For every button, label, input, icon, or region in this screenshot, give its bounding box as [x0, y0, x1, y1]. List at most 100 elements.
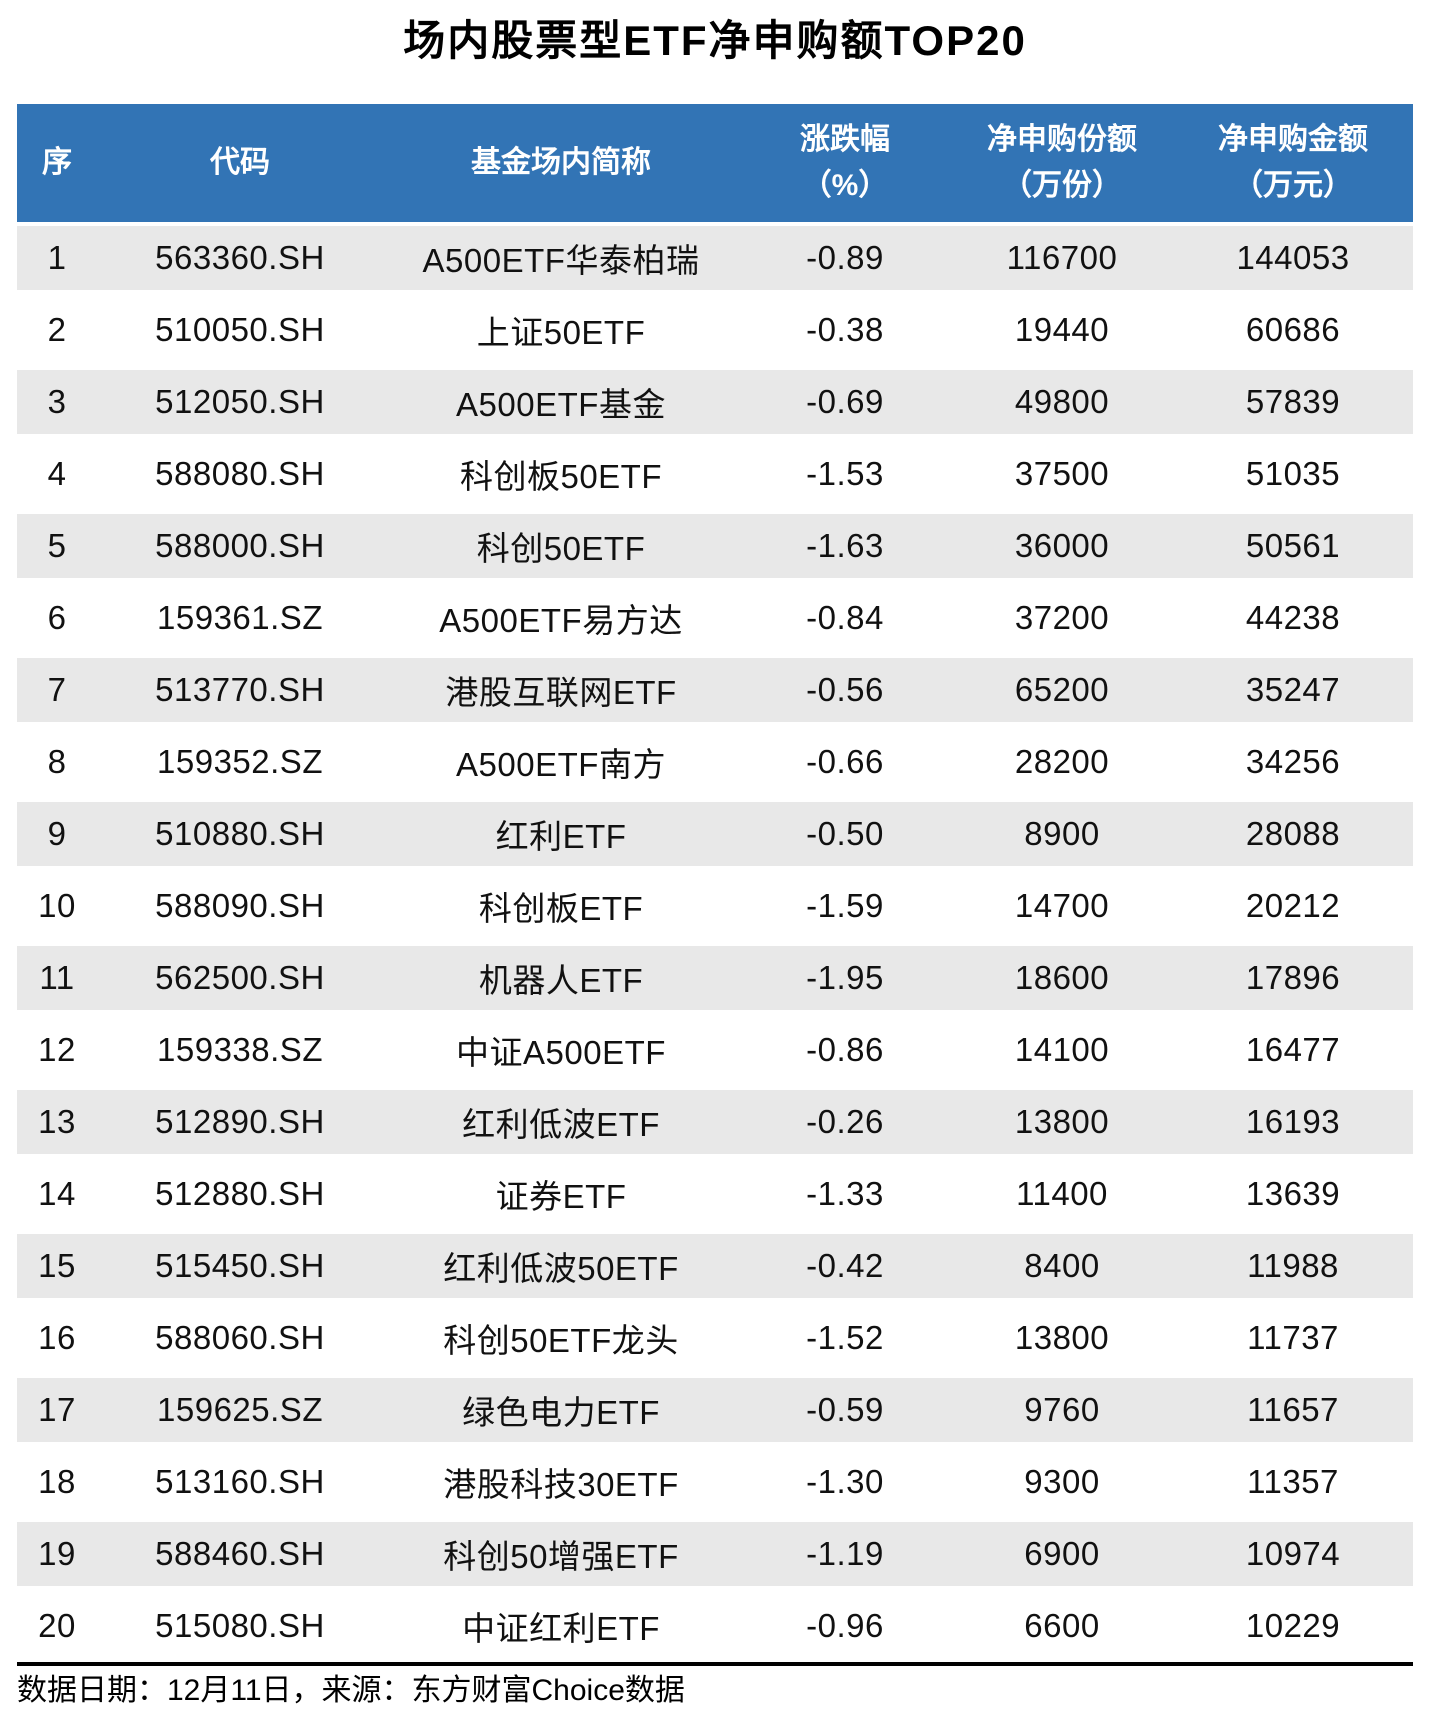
net-shares-cell: 8400: [1024, 1247, 1100, 1284]
fund-name-cell: 科创板ETF: [478, 890, 644, 927]
fund-name-cell: 科创50ETF: [476, 530, 646, 567]
net-amount-cell: 17896: [1245, 959, 1341, 996]
net-amount-cell: 11657: [1247, 1391, 1339, 1428]
fund-name-cell: 上证50ETF: [476, 314, 646, 351]
fund-name-cell: A500ETF易方达: [439, 602, 683, 639]
column-header-change: 涨跌幅 （%）: [800, 123, 890, 202]
fund-name-cell: A500ETF华泰柏瑞: [422, 242, 700, 279]
code-cell: 510880.SH: [155, 815, 325, 852]
net-shares-cell: 11400: [1016, 1175, 1108, 1212]
table-row: 10 588090.SH 科创板ETF -1.59 14700 20212: [17, 870, 1413, 942]
rank-cell: 10: [38, 887, 76, 924]
code-cell: 588060.SH: [155, 1319, 325, 1356]
rank-cell: 4: [47, 455, 67, 492]
net-amount-cell: 16477: [1245, 1031, 1341, 1068]
net-shares-cell: 13800: [1014, 1319, 1110, 1356]
net-shares-cell: 49800: [1014, 383, 1110, 420]
change-cell: -1.53: [806, 455, 884, 492]
net-shares-cell: 6900: [1024, 1535, 1100, 1572]
change-cell: -1.19: [806, 1535, 884, 1572]
fund-name-cell: 证券ETF: [495, 1178, 627, 1215]
column-header-code: 代码: [210, 146, 270, 179]
code-cell: 513770.SH: [155, 671, 325, 708]
net-amount-cell: 10974: [1245, 1535, 1341, 1572]
change-cell: -1.52: [806, 1319, 884, 1356]
column-header-rank: 序: [42, 146, 72, 179]
code-cell: 588090.SH: [155, 887, 325, 924]
rank-cell: 18: [38, 1463, 76, 1500]
change-cell: -0.69: [806, 383, 884, 420]
code-cell: 588460.SH: [155, 1535, 325, 1572]
code-cell: 562500.SH: [155, 959, 325, 996]
rank-cell: 1: [47, 239, 67, 276]
rank-cell: 20: [38, 1607, 76, 1644]
rank-cell: 19: [38, 1535, 76, 1572]
rank-cell: 17: [38, 1391, 76, 1428]
net-shares-cell: 8900: [1024, 815, 1100, 852]
net-shares-cell: 28200: [1014, 743, 1110, 780]
fund-name-cell: 绿色电力ETF: [462, 1394, 660, 1431]
fund-name-cell: 红利低波ETF: [462, 1106, 660, 1143]
change-cell: -1.63: [806, 527, 884, 564]
net-shares-cell: 14100: [1014, 1031, 1110, 1068]
code-cell: 563360.SH: [155, 239, 325, 276]
table-row: 5 588000.SH 科创50ETF -1.63 36000 50561: [17, 510, 1413, 582]
table-header-row: 序 代码 基金场内简称 涨跌幅 （%） 净申购份额 （万份） 净申购金额 （万元…: [17, 104, 1413, 222]
code-cell: 512050.SH: [155, 383, 325, 420]
fund-name-cell: 红利ETF: [495, 818, 627, 855]
table-row: 14 512880.SH 证券ETF -1.33 11400 13639: [17, 1158, 1413, 1230]
table-row: 1 563360.SH A500ETF华泰柏瑞 -0.89 116700 144053: [17, 222, 1413, 294]
table-row: 2 510050.SH 上证50ETF -0.38 19440 60686: [17, 294, 1413, 366]
change-cell: -0.50: [806, 815, 884, 852]
net-shares-cell: 9760: [1024, 1391, 1100, 1428]
table-row: 13 512890.SH 红利低波ETF -0.26 13800 16193: [17, 1086, 1413, 1158]
fund-name-cell: 红利低波50ETF: [443, 1250, 679, 1287]
column-header-amount: 净申购金额 （万元）: [1218, 123, 1368, 202]
page-title: 场内股票型ETF净申购额TOP20: [403, 17, 1027, 64]
change-cell: -0.86: [806, 1031, 884, 1068]
table-row: 18 513160.SH 港股科技30ETF -1.30 9300 11357: [17, 1446, 1413, 1518]
table-row: 12 159338.SZ 中证A500ETF -0.86 14100 16477: [17, 1014, 1413, 1086]
rank-cell: 12: [38, 1031, 76, 1068]
net-amount-cell: 16193: [1245, 1103, 1341, 1140]
footer-divider: [17, 1662, 1413, 1666]
rank-cell: 13: [38, 1103, 76, 1140]
net-shares-cell: 116700: [1006, 239, 1118, 276]
code-cell: 588000.SH: [155, 527, 325, 564]
table-row: 15 515450.SH 红利低波50ETF -0.42 8400 11988: [17, 1230, 1413, 1302]
change-cell: -1.30: [806, 1463, 884, 1500]
table-row: 4 588080.SH 科创板50ETF -1.53 37500 51035: [17, 438, 1413, 510]
rank-cell: 7: [47, 671, 67, 708]
table-row: 11 562500.SH 机器人ETF -1.95 18600 17896: [17, 942, 1413, 1014]
change-cell: -0.56: [806, 671, 884, 708]
table-row: 3 512050.SH A500ETF基金 -0.69 49800 57839: [17, 366, 1413, 438]
rank-cell: 3: [47, 383, 67, 420]
net-amount-cell: 35247: [1245, 671, 1341, 708]
rank-cell: 16: [38, 1319, 76, 1356]
rank-cell: 5: [47, 527, 67, 564]
change-cell: -0.66: [806, 743, 884, 780]
rank-cell: 9: [47, 815, 67, 852]
code-cell: 510050.SH: [155, 311, 325, 348]
change-cell: -1.95: [806, 959, 884, 996]
table-row: 20 515080.SH 中证红利ETF -0.96 6600 10229: [17, 1590, 1413, 1662]
code-cell: 159361.SZ: [157, 599, 323, 636]
net-shares-cell: 13800: [1014, 1103, 1110, 1140]
table-row: 17 159625.SZ 绿色电力ETF -0.59 9760 11657: [17, 1374, 1413, 1446]
net-shares-cell: 36000: [1014, 527, 1110, 564]
change-cell: -0.96: [806, 1607, 884, 1644]
table-row: 6 159361.SZ A500ETF易方达 -0.84 37200 44238: [17, 582, 1413, 654]
fund-name-cell: 港股互联网ETF: [445, 674, 677, 711]
net-shares-cell: 9300: [1024, 1463, 1100, 1500]
table-row: 7 513770.SH 港股互联网ETF -0.56 65200 35247: [17, 654, 1413, 726]
change-cell: -0.59: [806, 1391, 884, 1428]
net-amount-cell: 11988: [1247, 1247, 1339, 1284]
etf-table: 序 代码 基金场内简称 涨跌幅 （%） 净申购份额 （万份） 净申购金额 （万元…: [17, 104, 1413, 1666]
change-cell: -0.89: [806, 239, 884, 276]
code-cell: 159352.SZ: [157, 743, 323, 780]
rank-cell: 2: [47, 311, 67, 348]
rank-cell: 11: [39, 959, 75, 996]
rank-cell: 15: [38, 1247, 76, 1284]
fund-name-cell: 科创板50ETF: [459, 458, 663, 495]
rank-cell: 8: [47, 743, 67, 780]
